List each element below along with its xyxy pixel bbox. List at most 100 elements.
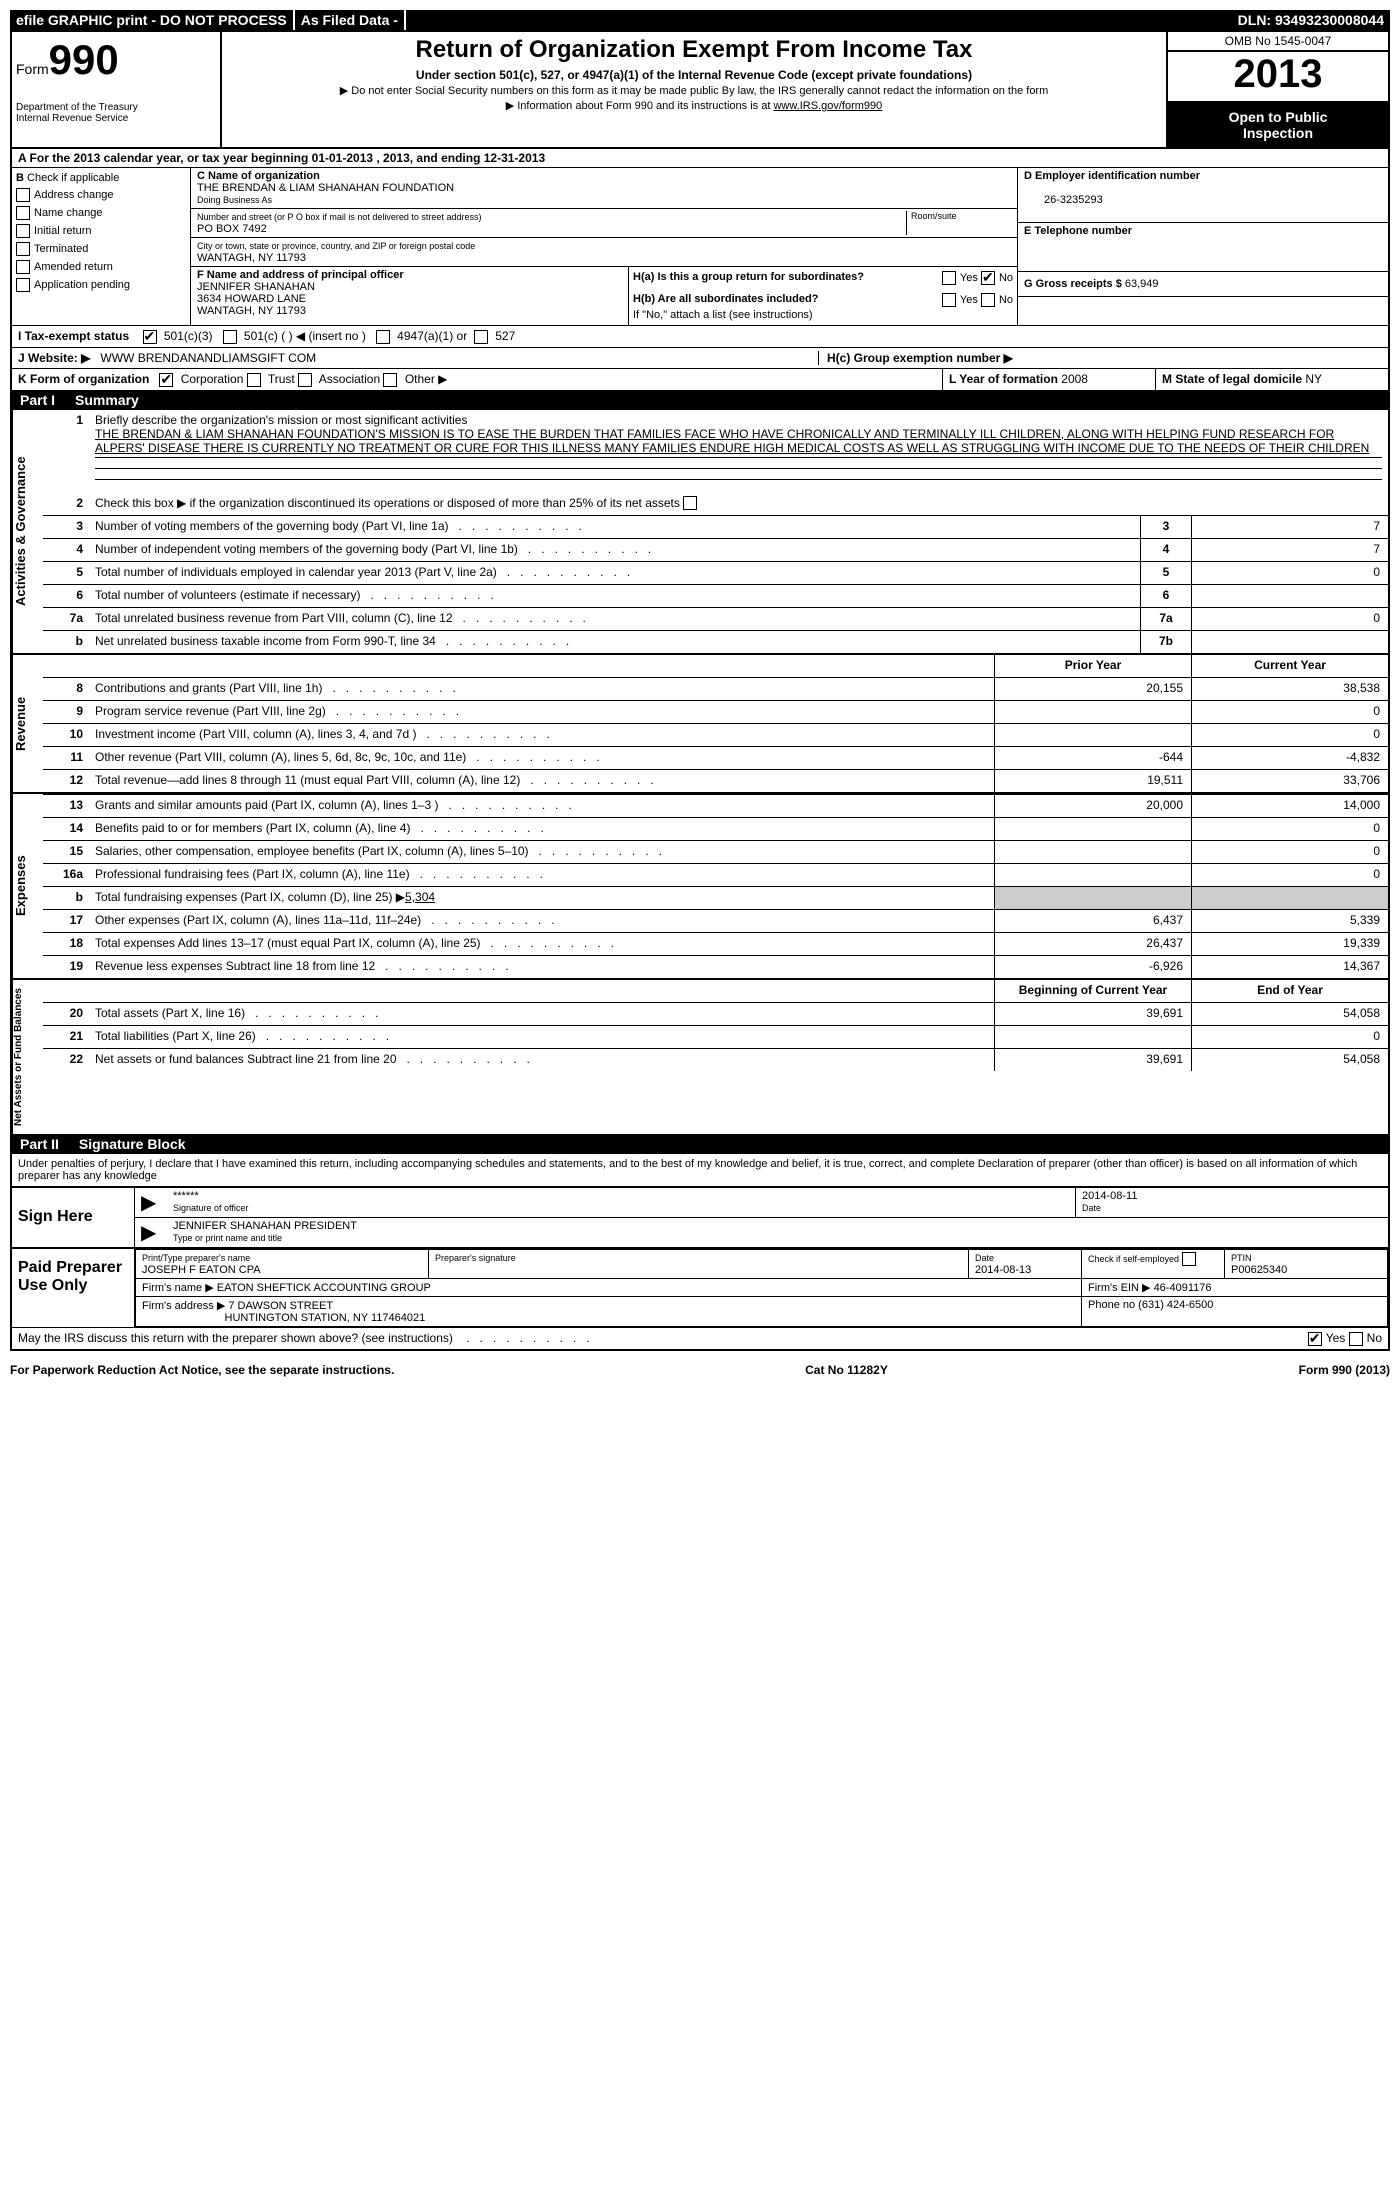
year-formation: 2008 [1061, 372, 1088, 386]
open-public: Open to PublicInspection [1168, 103, 1388, 147]
section-d: D Employer identification number 26-3235… [1018, 168, 1388, 325]
dln: DLN: 93493230008044 [1232, 10, 1390, 30]
firm-address: HUNTINGTON STATION, NY 117464021 [225, 1312, 426, 1324]
subtitle-3: ▶ Information about Form 990 and its ins… [232, 99, 1156, 112]
subtitle-2: ▶ Do not enter Social Security numbers o… [232, 84, 1156, 97]
firm-name: EATON SHEFTICK ACCOUNTING GROUP [217, 1282, 431, 1294]
preparer-table: Print/Type preparer's nameJOSEPH F EATON… [135, 1249, 1388, 1327]
expenses-section: Expenses 13Grants and similar amounts pa… [12, 792, 1388, 978]
mission-text: THE BRENDAN & LIAM SHANAHAN FOUNDATION'S… [95, 427, 1369, 455]
paid-preparer-block: Paid Preparer Use Only Print/Type prepar… [12, 1247, 1388, 1327]
netassets-section: Net Assets or Fund Balances Beginning of… [12, 978, 1388, 1134]
cb-terminated[interactable] [16, 242, 30, 256]
line-4-val: 7 [1191, 539, 1388, 561]
cb-527[interactable] [474, 330, 488, 344]
line-7a-val: 0 [1191, 608, 1388, 630]
cb-assoc[interactable] [298, 373, 312, 387]
expense-line-17: 17Other expenses (Part IX, column (A), l… [43, 909, 1388, 932]
org-address: PO BOX 7492 [197, 223, 267, 235]
section-b: B Check if applicable Address change Nam… [12, 168, 191, 325]
perjury-text: Under penalties of perjury, I declare th… [12, 1154, 1388, 1186]
main-title: Return of Organization Exempt From Incom… [232, 36, 1156, 64]
cb-pending[interactable] [16, 278, 30, 292]
top-bar: efile GRAPHIC print - DO NOT PROCESS As … [10, 10, 1390, 30]
irs-label: Internal Revenue Service [16, 113, 216, 124]
row-i: I Tax-exempt status 501(c)(3) 501(c) ( )… [12, 325, 1388, 347]
netasset-line-21: 21Total liabilities (Part X, line 26)0 [43, 1025, 1388, 1048]
summary-body: Activities & Governance 1 Briefly descri… [12, 410, 1388, 653]
form-header: Form990 Department of the Treasury Inter… [12, 32, 1388, 147]
expense-line-b: bTotal fundraising expenses (Part IX, co… [43, 886, 1388, 909]
cb-self-employed[interactable] [1182, 1252, 1196, 1266]
cb-amended[interactable] [16, 260, 30, 274]
gross-receipts: 63,949 [1125, 278, 1159, 290]
omb-number: OMB No 1545-0047 [1168, 32, 1388, 52]
expense-line-13: 13Grants and similar amounts paid (Part … [43, 794, 1388, 817]
revenue-line-11: 11Other revenue (Part VIII, column (A), … [43, 746, 1388, 769]
firm-ein: 46-4091176 [1154, 1282, 1212, 1294]
expense-line-15: 15Salaries, other compensation, employee… [43, 840, 1388, 863]
firm-phone: (631) 424-6500 [1138, 1299, 1213, 1311]
part-2-header: Part II Signature Block [12, 1134, 1388, 1154]
expense-line-18: 18Total expenses Add lines 13–17 (must e… [43, 932, 1388, 955]
row-a: A For the 2013 calendar year, or tax yea… [12, 147, 1388, 167]
cb-discuss-no[interactable] [1349, 1332, 1363, 1346]
activities-label: Activities & Governance [12, 410, 43, 653]
netasset-line-20: 20Total assets (Part X, line 16)39,69154… [43, 1002, 1388, 1025]
sign-here-block: Sign Here ▶ ****** Signature of officer … [12, 1186, 1388, 1247]
cb-hb-no[interactable] [981, 293, 995, 307]
asfiled-label: As Filed Data - [295, 10, 406, 30]
page-footer: For Paperwork Reduction Act Notice, see … [10, 1363, 1390, 1377]
ptin: P00625340 [1231, 1264, 1287, 1276]
section-bcd: B Check if applicable Address change Nam… [12, 167, 1388, 325]
line-5-val: 0 [1191, 562, 1388, 584]
row-k: K Form of organization Corporation Trust… [12, 368, 1388, 390]
cb-trust[interactable] [247, 373, 261, 387]
expense-line-19: 19Revenue less expenses Subtract line 18… [43, 955, 1388, 978]
netassets-label: Net Assets or Fund Balances [12, 980, 43, 1134]
cb-501c3[interactable] [143, 330, 157, 344]
form-number: 990 [49, 36, 119, 83]
preparer-name: JOSEPH F EATON CPA [142, 1264, 261, 1276]
efile-label: efile GRAPHIC print - DO NOT PROCESS [10, 10, 295, 30]
officer-print-name: JENNIFER SHANAHAN PRESIDENT [173, 1220, 357, 1232]
ein: 26-3235293 [1044, 194, 1103, 206]
revenue-label: Revenue [12, 655, 43, 792]
org-city: WANTAGH, NY 11793 [197, 252, 306, 264]
org-name: THE BRENDAN & LIAM SHANAHAN FOUNDATION [197, 182, 454, 194]
cb-corp[interactable] [159, 373, 173, 387]
expense-line-16a: 16aProfessional fundraising fees (Part I… [43, 863, 1388, 886]
cb-ha-no[interactable] [981, 271, 995, 285]
form-prefix: Form [16, 61, 49, 77]
cb-501c[interactable] [223, 330, 237, 344]
cb-address-change[interactable] [16, 188, 30, 202]
revenue-line-10: 10Investment income (Part VIII, column (… [43, 723, 1388, 746]
cb-name-change[interactable] [16, 206, 30, 220]
row-j: J Website: ▶ WWW BRENDANANDLIAMSGIFT COM… [12, 347, 1388, 368]
revenue-line-12: 12Total revenue—add lines 8 through 11 (… [43, 769, 1388, 792]
part-1-header: Part I Summary [12, 390, 1388, 410]
cb-hb-yes[interactable] [942, 293, 956, 307]
irs-link[interactable]: www.IRS.gov/form990 [773, 100, 882, 112]
cb-4947[interactable] [376, 330, 390, 344]
line-3-val: 7 [1191, 516, 1388, 538]
netasset-line-22: 22Net assets or fund balances Subtract l… [43, 1048, 1388, 1071]
preparer-date: 2014-08-13 [975, 1264, 1031, 1276]
form-990: Form990 Department of the Treasury Inter… [10, 30, 1390, 1351]
cb-ha-yes[interactable] [942, 271, 956, 285]
revenue-line-9: 9Program service revenue (Part VIII, lin… [43, 700, 1388, 723]
expense-line-14: 14Benefits paid to or for members (Part … [43, 817, 1388, 840]
dept-treasury: Department of the Treasury [16, 102, 216, 113]
state-domicile: NY [1305, 372, 1322, 386]
expenses-label: Expenses [12, 794, 43, 978]
subtitle-1: Under section 501(c), 527, or 4947(a)(1)… [232, 68, 1156, 82]
cb-discuss-yes[interactable] [1308, 1332, 1322, 1346]
cb-initial-return[interactable] [16, 224, 30, 238]
revenue-line-8: 8Contributions and grants (Part VIII, li… [43, 677, 1388, 700]
cb-other[interactable] [383, 373, 397, 387]
sign-date: 2014-08-11 [1082, 1190, 1137, 1202]
cb-discontinued[interactable] [683, 496, 697, 510]
discuss-row: May the IRS discuss this return with the… [12, 1327, 1388, 1349]
officer-name: JENNIFER SHANAHAN [197, 281, 315, 293]
website: WWW BRENDANANDLIAMSGIFT COM [100, 351, 316, 365]
